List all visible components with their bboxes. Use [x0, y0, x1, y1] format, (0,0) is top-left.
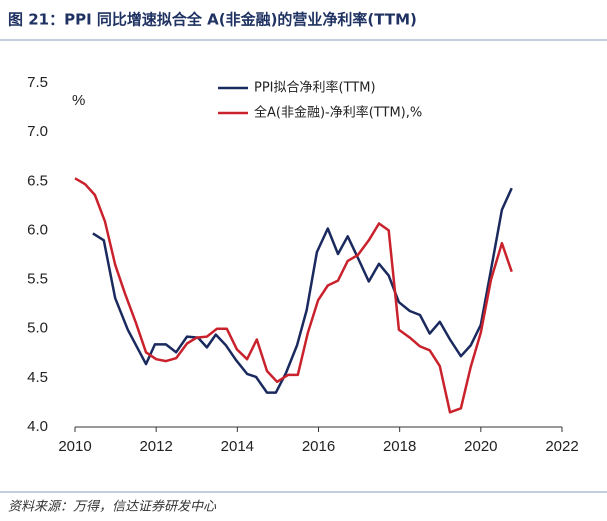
x-tick-label: 2014 [221, 438, 254, 455]
x-tick-label: 2020 [464, 438, 497, 455]
x-tick-label: 2012 [139, 438, 172, 455]
x-tick-label: 2016 [302, 438, 335, 455]
source: 资料来源：万得，信达证券研发中心 [8, 500, 217, 515]
y-tick-label: 5.0 [27, 320, 48, 337]
y-tick-label: 6.0 [27, 221, 48, 238]
legend-label: PPI拟合净利率(TTM) [254, 80, 376, 96]
y-tick-label: 7.5 [27, 74, 48, 91]
series-line [92, 187, 513, 394]
series-line [74, 177, 513, 414]
y-tick-label: 7.0 [27, 123, 48, 140]
x-tick-label: 2010 [58, 438, 91, 455]
y-tick-label: 4.0 [27, 418, 48, 435]
y-tick-label: 5.5 [27, 271, 48, 288]
chart-title: 图 21：PPI 同比增速拟合全 A(非金融)的营业净利率(TTM) [8, 11, 417, 29]
x-tick-label: 2018 [383, 438, 416, 455]
x-tick-label: 2022 [545, 438, 578, 455]
y-tick-label: 6.5 [27, 172, 48, 189]
legend-label: 全A(非金融)-净利率(TTM),% [254, 105, 422, 121]
y-unit: % [72, 92, 85, 109]
y-tick-label: 4.5 [27, 369, 48, 386]
